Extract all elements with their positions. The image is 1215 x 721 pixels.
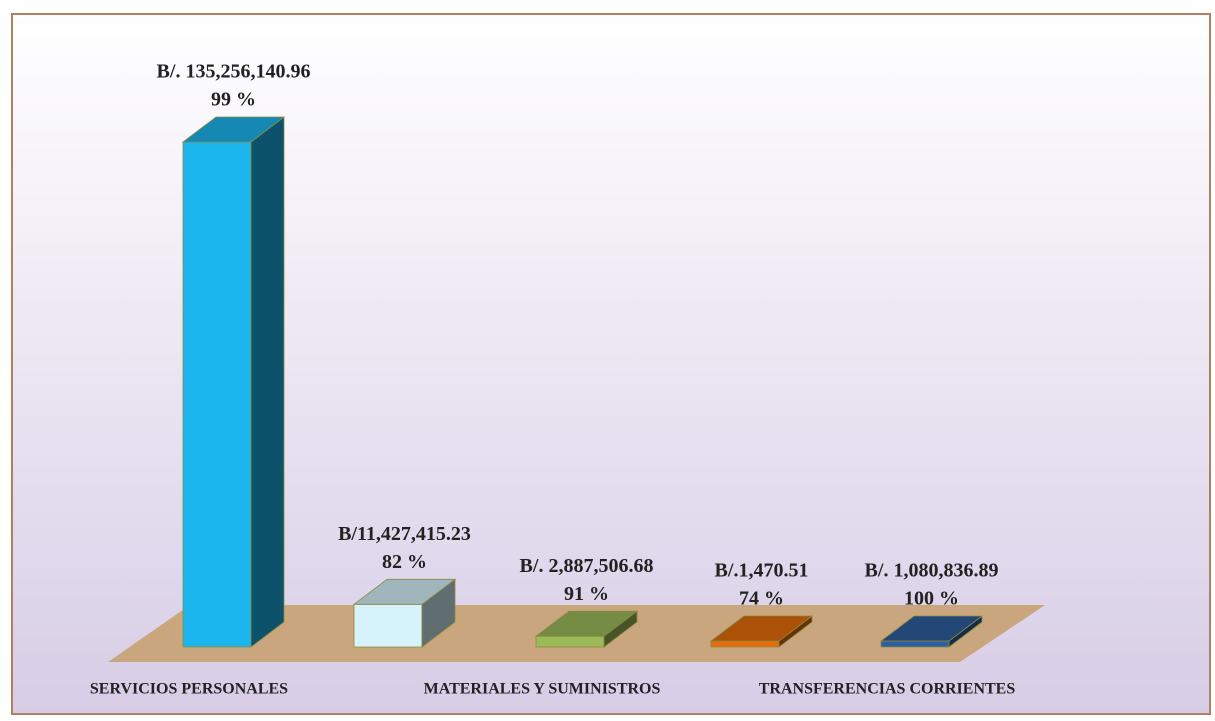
x-tick-label: MATERIALES Y SUMINISTROS bbox=[424, 681, 661, 698]
bar-front bbox=[353, 603, 423, 648]
bar-top bbox=[534, 610, 639, 637]
x-tick-label: TRANSFERENCIAS CORRIENTES bbox=[759, 681, 1016, 698]
bar bbox=[352, 578, 457, 648]
value-label: B/. 1,080,836.89 bbox=[865, 560, 999, 582]
percentage-label: 74 % bbox=[739, 588, 784, 610]
bar-top bbox=[352, 578, 457, 605]
value-label: B/. 135,256,140.96 bbox=[157, 61, 311, 83]
bar bbox=[709, 615, 814, 648]
value-label: B/. 2,887,506.68 bbox=[520, 555, 654, 577]
bar-front bbox=[182, 141, 252, 648]
bar-side bbox=[250, 116, 285, 648]
bar-top bbox=[879, 615, 984, 642]
bar-front bbox=[710, 640, 780, 648]
x-tick-label: SERVICIOS PERSONALES bbox=[90, 681, 288, 698]
bar bbox=[534, 610, 639, 648]
value-label: B/.1,470.51 bbox=[715, 560, 809, 582]
value-label: B/11,427,415.23 bbox=[338, 523, 471, 545]
bar bbox=[879, 615, 984, 648]
bar-front bbox=[880, 640, 950, 648]
bar-top bbox=[181, 116, 286, 143]
bar-top bbox=[709, 615, 814, 642]
bar-front bbox=[535, 635, 605, 648]
percentage-label: 82 % bbox=[382, 551, 427, 573]
percentage-label: 100 % bbox=[904, 588, 959, 610]
percentage-label: 91 % bbox=[564, 583, 609, 605]
percentage-label: 99 % bbox=[211, 89, 256, 111]
bar bbox=[181, 116, 286, 648]
